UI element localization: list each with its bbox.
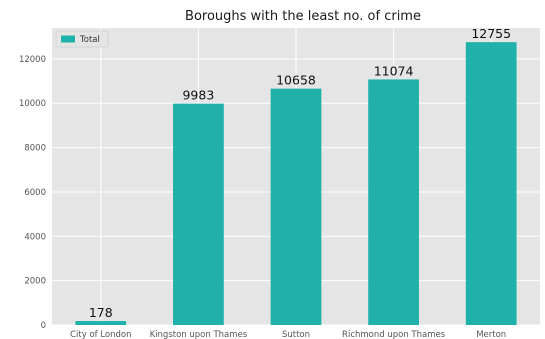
x-tick-label: Sutton (282, 330, 310, 339)
bar (173, 103, 224, 325)
y-tick-label: 10000 (19, 99, 46, 109)
y-tick-label: 6000 (24, 188, 46, 198)
bars (75, 42, 517, 326)
y-tick-label: 4000 (24, 232, 46, 242)
bar (465, 42, 517, 326)
y-tick-label: 2000 (24, 277, 46, 287)
bar-data-label: 12755 (471, 26, 511, 41)
x-tick-label: Merton (476, 330, 506, 339)
chart-title: Boroughs with the least no. of crime (185, 9, 421, 24)
y-tick-label: 12000 (19, 55, 46, 65)
bar-data-label: 178 (89, 305, 113, 320)
bar-data-labels: 178 9983 10658 11074 12755 (89, 26, 511, 320)
y-tick-label: 0 (41, 321, 46, 331)
legend-swatch (61, 35, 75, 43)
bar-data-label: 11074 (374, 63, 414, 78)
bar (75, 321, 127, 325)
legend-label: Total (79, 35, 100, 45)
x-tick-label: Kingston upon Thames (150, 330, 248, 339)
bar (270, 88, 322, 325)
bar (368, 79, 419, 325)
x-tick-label: City of London (70, 330, 131, 339)
legend-box (55, 30, 109, 48)
y-axis-ticks: 0 2000 4000 6000 8000 10000 12000 (19, 55, 46, 331)
x-tick-label: Richmond upon Thames (342, 330, 446, 339)
bar-data-label: 10658 (276, 73, 316, 88)
legend: Total (55, 30, 109, 48)
y-tick-label: 8000 (24, 144, 46, 154)
x-axis-ticks: City of London Kingston upon Thames Sutton… (70, 330, 506, 339)
bar-data-label: 9983 (182, 88, 214, 103)
